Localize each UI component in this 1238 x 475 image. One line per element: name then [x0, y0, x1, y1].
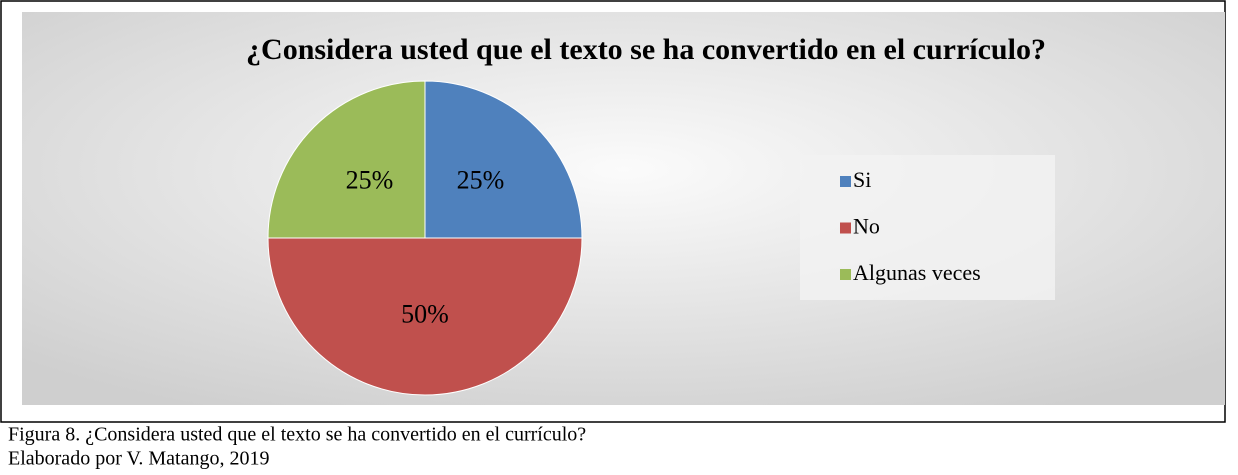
chart-title: ¿Considera usted que el texto se ha conv…	[246, 33, 1046, 66]
pie-slice	[267, 80, 426, 239]
legend-label: Algunas veces	[853, 260, 981, 285]
credit: Elaborado por V. Matango, 2019	[8, 448, 269, 470]
pie-slice	[267, 237, 583, 396]
pie-slice	[424, 80, 583, 239]
legend-swatch	[840, 176, 851, 187]
caption: Figura 8. ¿Considera usted que el texto …	[8, 424, 586, 446]
legend-swatch	[840, 222, 851, 234]
legend-label: Si	[853, 167, 871, 192]
legend-swatch	[840, 269, 851, 280]
legend-label: No	[853, 214, 880, 239]
data-label: 25%	[346, 165, 394, 194]
data-label: 25%	[457, 165, 505, 194]
data-label: 50%	[401, 299, 449, 328]
